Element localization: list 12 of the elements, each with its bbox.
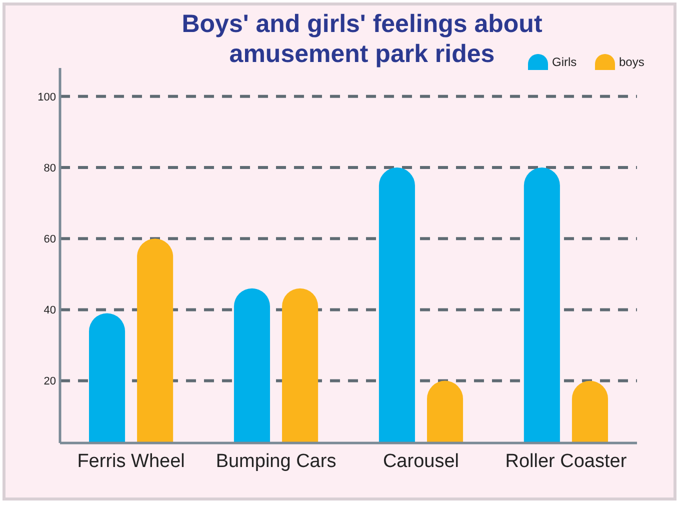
legend-label: boys (619, 55, 644, 69)
y-tick-label: 40 (44, 304, 56, 317)
x-tick-label: Roller Coaster (505, 451, 628, 472)
x-tick-label: Carousel (382, 451, 460, 472)
y-tick-label: 80 (44, 162, 56, 174)
x-tick-label: Ferris Wheel (77, 451, 185, 472)
legend-label: Girls (552, 55, 577, 69)
y-tick-label: 60 (44, 233, 56, 246)
chart-title: Boys' and girls' feelings about amusement park rides (182, 10, 543, 68)
y-tick-label: 20 (44, 376, 56, 388)
x-tick-label: Bumping Cars (216, 451, 336, 472)
y-tick-label: 100 (38, 91, 56, 104)
